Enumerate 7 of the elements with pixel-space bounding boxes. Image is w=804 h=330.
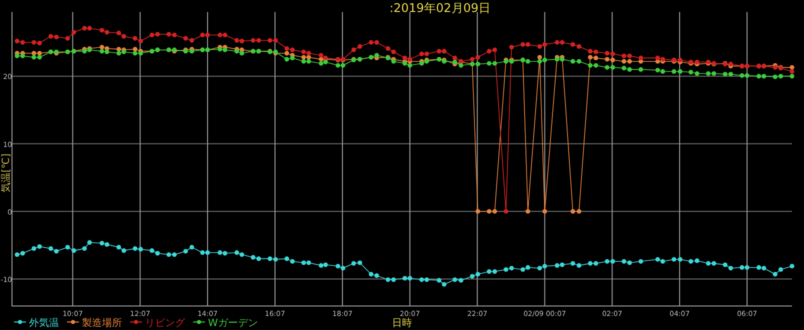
legend-label: 外気温 [29, 317, 59, 329]
x-axis-title: 日時 [392, 317, 412, 329]
y-axis-title: 気温[℃] [0, 153, 12, 193]
legend-label: リビング [145, 318, 186, 329]
legend-label: Wガーデン [208, 318, 258, 329]
legend-label: 製造場所 [82, 317, 122, 329]
chart-title: :2019年02月09日 [389, 1, 491, 15]
